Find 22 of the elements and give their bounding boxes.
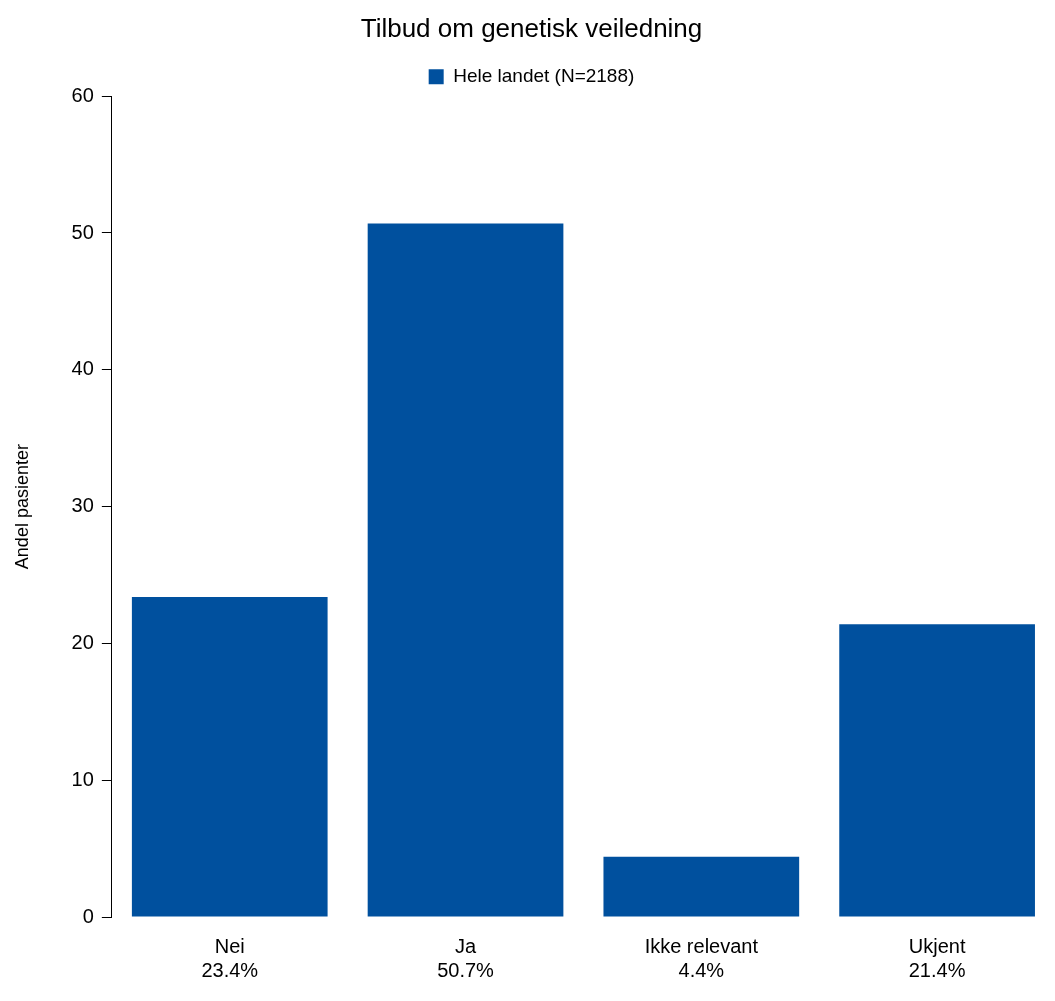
bar — [603, 856, 800, 917]
y-tick-label: 30 — [71, 494, 94, 517]
y-tick-label: 20 — [71, 630, 94, 653]
y-tick-label: 50 — [71, 220, 94, 243]
x-tick-label: Ja — [454, 934, 477, 957]
data-label: 21.4% — [908, 958, 966, 981]
chart-title: Tilbud om genetisk veiledning — [360, 12, 703, 43]
y-tick-label: 0 — [82, 904, 94, 927]
bar — [131, 596, 328, 917]
bar — [839, 624, 1035, 917]
x-tick-label: Nei — [214, 934, 245, 957]
legend-label: Hele landet (N=2188) — [453, 64, 635, 86]
data-label: 23.4% — [201, 958, 259, 981]
bar — [367, 223, 564, 917]
y-axis-title: Andel pasienter — [11, 444, 32, 570]
y-tick-label: 40 — [71, 357, 94, 380]
y-tick-label: 60 — [71, 83, 94, 106]
data-label: 50.7% — [437, 958, 495, 981]
y-tick-label: 10 — [71, 767, 94, 790]
data-label: 4.4% — [678, 958, 725, 981]
x-tick-label: Ikke relevant — [644, 934, 759, 957]
x-tick-label: Ukjent — [908, 934, 966, 957]
